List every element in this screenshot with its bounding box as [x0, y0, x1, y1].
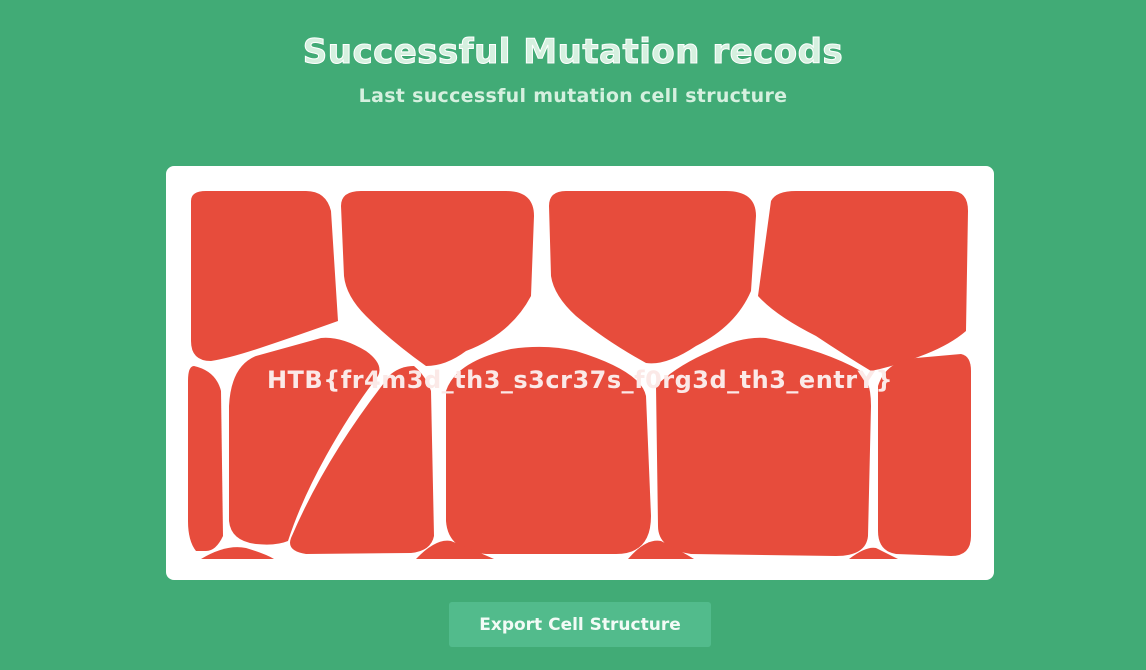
page-subtitle: Last successful mutation cell structure — [358, 85, 788, 107]
cell — [628, 540, 694, 559]
cell — [188, 366, 223, 551]
cell — [549, 191, 756, 364]
cell — [758, 191, 968, 371]
cell — [229, 337, 380, 545]
page-title: Successful Mutation recods — [302, 32, 844, 73]
cell — [201, 547, 274, 559]
cell — [416, 540, 494, 559]
export-cell-structure-button[interactable]: Export Cell Structure — [449, 602, 711, 647]
flag-text: HTB{fr4m3d_th3_s3cr37s_f0rg3d_th3_entrY} — [266, 366, 894, 394]
cell-structure-drawing — [188, 191, 971, 559]
cell — [656, 337, 871, 556]
cell — [191, 191, 338, 361]
cell — [446, 346, 651, 554]
cell — [849, 547, 898, 559]
cell — [341, 191, 534, 366]
cell — [290, 366, 434, 554]
cell — [878, 354, 971, 556]
cell-structure-canvas: HTB{fr4m3d_th3_s3cr37s_f0rg3d_th3_entrY} — [166, 166, 994, 580]
